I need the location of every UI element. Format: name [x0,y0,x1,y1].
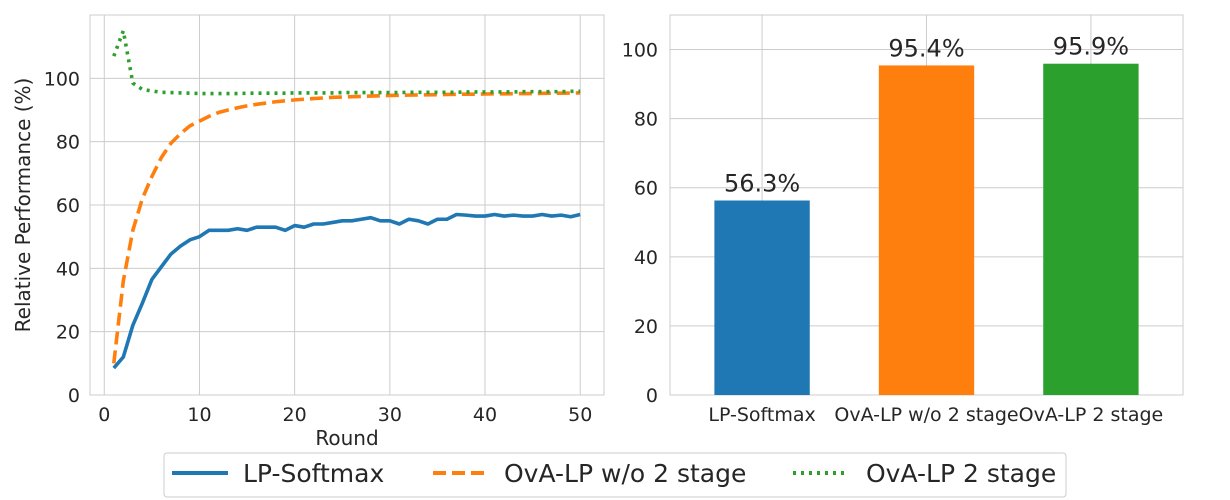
y-tick-label: 60 [56,195,80,217]
series-line-lp-softmax [112,212,581,370]
legend-label-ova-lp-wo-2-stage: OvA-LP w/o 2 stage [504,459,746,488]
bar-value-label-ova-lp-2-stage: 95.9% [1053,33,1129,61]
y-tick-label: 60 [634,178,658,200]
line-chart-panel: 0 10 20 30 40 50 0 20 40 60 80 100 Round Relative P… [11,14,605,450]
line-chart-grid [90,15,604,396]
series-line-ova-lp-w-o-2-stage [112,91,581,364]
x-tick-label: 0 [98,404,110,426]
legend-box [163,452,1067,498]
x-tick-label: OvA-LP 2 stage [1019,404,1164,426]
legend-entry-ova-lp-2-stage: OvA-LP 2 stage [793,459,1056,488]
y-tick-label: 40 [634,247,658,269]
legend-entry-lp-softmax: LP-Softmax [172,459,384,488]
y-axis-label: Relative Performance (%) [11,78,35,333]
y-tick-label: 80 [56,132,80,154]
x-tick-label: 20 [283,404,307,426]
x-tick-label: 50 [568,404,592,426]
bar-chart-bars: 56.3% 95.4% 95.9% [714,33,1139,395]
y-tick-label: 100 [622,40,658,62]
legend-entry-ova-lp-wo-2-stage: OvA-LP w/o 2 stage [433,459,746,488]
x-tick-label: OvA-LP w/o 2 stage [834,404,1018,426]
y-tick-label: 0 [68,385,80,407]
x-tick-label: 30 [378,404,402,426]
line-chart-ticks: 0 10 20 30 40 50 0 20 40 60 80 100 [44,68,593,426]
x-axis-label: Round [315,426,378,450]
y-tick-label: 0 [646,385,658,407]
y-tick-label: 20 [634,316,658,338]
bar-value-label-ova-lp-w-o-2-stage: 95.4% [888,34,964,62]
bar-chart-panel: 0 20 40 60 80 100 LP-Softmax OvA-LP w/o 2 stage… [622,14,1184,426]
line-chart-series [112,29,581,370]
x-tick-label: 10 [187,404,211,426]
y-tick-label: 100 [44,68,80,90]
legend-label-ova-lp-2-stage: OvA-LP 2 stage [866,459,1056,488]
y-tick-label: 40 [56,258,80,280]
bar-chart-ticks: 0 20 40 60 80 100 LP-Softmax OvA-LP w/o 2 stage… [622,40,1163,426]
bar-value-label-lp-softmax: 56.3% [724,170,800,198]
bar-lp-softmax [714,200,810,395]
series-line-ova-lp-2-stage [112,29,581,96]
y-tick-label: 80 [634,109,658,131]
bar-ova-lp-2-stage [1043,63,1139,395]
y-tick-label: 20 [56,322,80,344]
x-tick-label: 40 [473,404,497,426]
x-tick-label: LP-Softmax [708,404,815,426]
legend-label-lp-softmax: LP-Softmax [243,459,384,488]
legend: LP-Softmax OvA-LP w/o 2 stage OvA-LP 2 s… [163,452,1067,498]
bar-ova-lp-w-o-2-stage [878,65,975,395]
